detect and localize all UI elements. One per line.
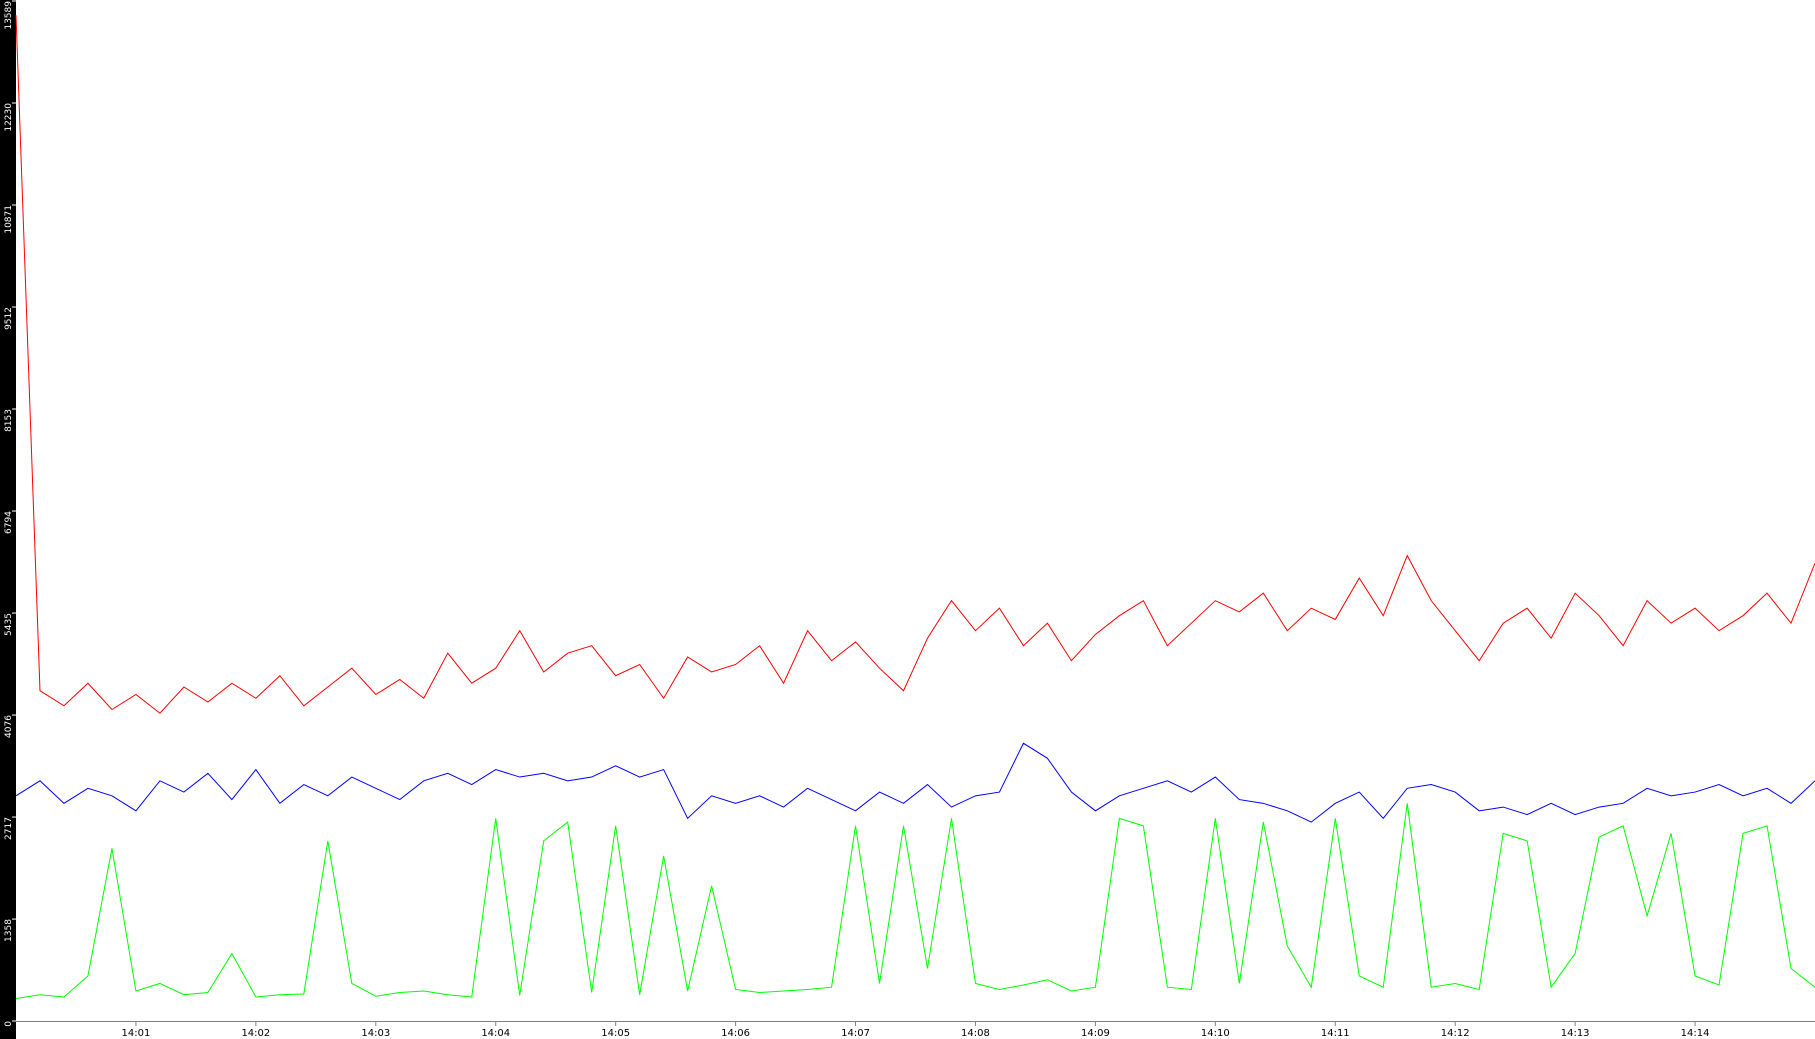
x-tick-label: 14:07 bbox=[841, 1028, 870, 1039]
y-tick-label: 1358 bbox=[4, 919, 14, 942]
series-line bbox=[15, 803, 1815, 999]
y-axis-strip bbox=[0, 0, 16, 1039]
x-tick-label: 14:02 bbox=[241, 1028, 270, 1039]
x-tick-label: 14:09 bbox=[1081, 1028, 1110, 1039]
x-tick-label: 14:08 bbox=[961, 1028, 990, 1039]
y-tick-label: 0 bbox=[4, 1021, 14, 1027]
x-tick-label: 14:01 bbox=[122, 1028, 151, 1039]
y-tick-label: 5435 bbox=[4, 613, 14, 636]
x-tick-label: 14:05 bbox=[601, 1028, 630, 1039]
y-tick-label: 6794 bbox=[4, 511, 14, 534]
y-tick-label: 12230 bbox=[4, 103, 14, 132]
series-line bbox=[15, 742, 1815, 823]
y-tick-label: 4076 bbox=[4, 715, 14, 738]
y-tick-label: 2717 bbox=[4, 817, 14, 840]
series-line bbox=[15, 15, 1815, 714]
y-tick-label: 10871 bbox=[4, 205, 14, 234]
x-tick-label: 14:13 bbox=[1561, 1028, 1590, 1039]
x-tick-label: 14:11 bbox=[1321, 1028, 1350, 1039]
y-tick-label: 8153 bbox=[4, 409, 14, 432]
x-tick-label: 14:06 bbox=[721, 1028, 750, 1039]
x-tick-label: 14:03 bbox=[361, 1028, 390, 1039]
x-tick-label: 14:12 bbox=[1441, 1028, 1470, 1039]
x-tick-label: 14:14 bbox=[1681, 1028, 1710, 1039]
y-tick-label: 9512 bbox=[4, 307, 14, 330]
x-tick-label: 14:04 bbox=[481, 1028, 510, 1039]
y-tick-label: 13589 bbox=[4, 1, 14, 30]
x-tick-label: 14:10 bbox=[1201, 1028, 1230, 1039]
